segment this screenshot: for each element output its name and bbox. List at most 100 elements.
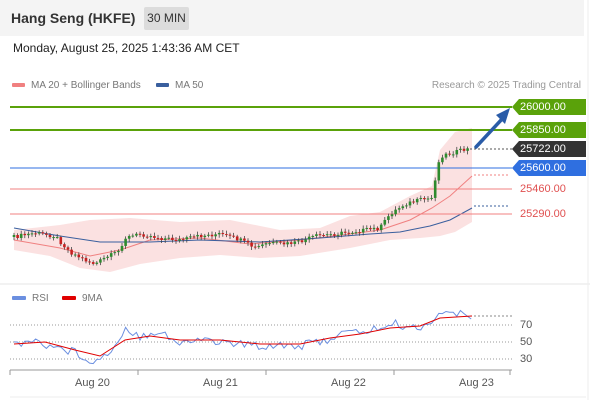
candle: [297, 240, 300, 242]
legend-ma20: MA 20 + Bollinger Bands: [12, 80, 141, 91]
candle: [19, 233, 23, 239]
candle: [369, 227, 372, 230]
candle: [394, 209, 397, 215]
candle: [102, 257, 106, 260]
candle: [178, 239, 181, 241]
candle: [160, 237, 163, 240]
ma50-line: [13, 207, 473, 243]
candle: [221, 232, 225, 235]
ma20-swatch: [12, 83, 25, 88]
candle: [232, 235, 235, 237]
candle: [329, 234, 333, 236]
candle: [275, 241, 279, 243]
candle: [441, 157, 444, 163]
candle: [27, 233, 30, 236]
candle: [99, 259, 102, 263]
ma50-swatch: [156, 83, 169, 88]
candle: [235, 236, 239, 241]
candle: [63, 244, 66, 248]
candle: [437, 162, 441, 181]
candle: [286, 242, 289, 245]
candle: [347, 232, 351, 234]
ma20-label: MA 20 + Bollinger Bands: [31, 80, 141, 91]
s2-tag-label: 25290.00: [520, 208, 566, 220]
candle: [163, 238, 167, 240]
candle: [455, 150, 459, 155]
candle: [203, 235, 207, 238]
candle: [333, 234, 336, 236]
research-credit: Research © 2025 Trading Central: [431, 80, 581, 91]
ma50-label: MA 50: [175, 80, 204, 91]
candle: [185, 237, 189, 240]
candle: [124, 238, 127, 246]
candle: [88, 261, 91, 263]
candle: [376, 227, 379, 231]
candle: [23, 233, 27, 236]
candle: [451, 154, 455, 156]
candle: [37, 232, 41, 234]
candle: [246, 240, 250, 243]
candle: [397, 208, 401, 210]
rsi-ma-swatch: [62, 296, 76, 301]
candle: [210, 234, 214, 237]
candle: [293, 241, 297, 244]
candle: [459, 148, 462, 151]
candle: [433, 180, 437, 198]
candle: [174, 240, 178, 242]
rsi-ma-line: [13, 315, 473, 357]
candle: [127, 236, 131, 239]
candle: [228, 234, 232, 236]
candle: [405, 205, 408, 207]
candle: [466, 148, 469, 151]
candle: [70, 249, 73, 255]
candle: [117, 250, 120, 253]
r2-tag-label: 26000.00: [520, 101, 566, 113]
candle: [268, 243, 271, 245]
timeframe-button[interactable]: 30 MIN: [144, 7, 189, 30]
candle: [243, 238, 246, 241]
candle: [149, 236, 153, 238]
candles: [12, 145, 469, 266]
candle: [390, 214, 394, 217]
rsi-swatch: [12, 296, 26, 301]
candle: [307, 236, 311, 240]
candle: [34, 233, 37, 235]
candle: [361, 228, 365, 233]
legend-rsi: RSI: [12, 293, 49, 304]
candle: [214, 234, 217, 237]
candle: [217, 232, 221, 235]
candle: [45, 233, 48, 235]
x-label-aug21: Aug 21: [203, 377, 238, 389]
candle: [167, 237, 171, 239]
x-label-aug23: Aug 23: [459, 377, 494, 389]
candle: [66, 247, 70, 250]
candle: [207, 234, 210, 236]
candle: [415, 198, 419, 203]
candle: [279, 241, 282, 243]
candle: [106, 256, 109, 258]
trend-arrow-head: [496, 108, 510, 124]
candle: [181, 239, 185, 241]
candle: [48, 234, 52, 238]
candle: [379, 224, 383, 231]
s1-tag-label: 25460.00: [520, 183, 566, 195]
candle: [95, 262, 99, 264]
candle: [199, 234, 203, 238]
candle: [383, 219, 387, 225]
candle: [91, 262, 95, 264]
candle: [12, 235, 16, 237]
candle: [419, 197, 423, 199]
candle: [343, 231, 347, 233]
candle: [16, 235, 19, 239]
pivot-tag-label: 25600.00: [520, 162, 566, 174]
candle: [153, 236, 156, 238]
candle: [340, 231, 343, 235]
bollinger-band: [14, 128, 472, 272]
candle: [239, 238, 243, 241]
candle: [52, 237, 55, 239]
chart-header: Hang Seng (HKFE) 30 MIN: [0, 0, 584, 36]
candle: [372, 227, 376, 230]
candle: [250, 242, 253, 247]
candle: [156, 237, 160, 239]
